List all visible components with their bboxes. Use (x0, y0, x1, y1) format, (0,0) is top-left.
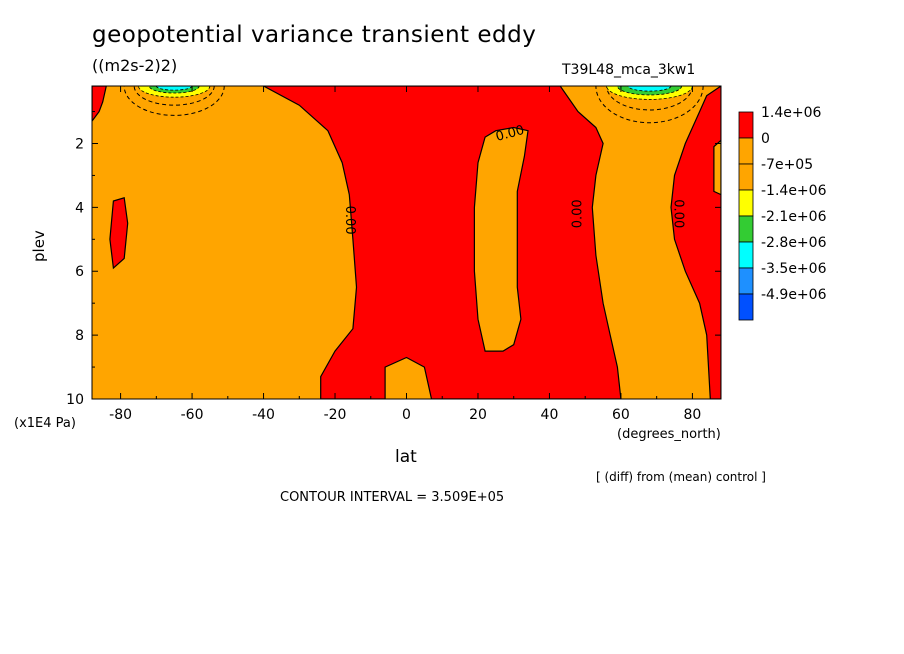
colorbar-swatch-1 (738, 137, 754, 165)
positive-corner-west (92, 86, 107, 123)
y-tick-label-2: 6 (75, 264, 84, 280)
colorbar-swatch-6 (738, 267, 754, 295)
y-tick-label-1: 4 (75, 200, 84, 216)
contour-label-3: 0.00 (671, 199, 686, 228)
negative-notch-east (713, 139, 721, 196)
y-axis-units: (x1E4 Pa) (14, 416, 76, 431)
contour-label-0: 0.00 (494, 123, 526, 145)
minimum-core-northern-contour-outer (595, 86, 704, 124)
positive-region-central (263, 86, 622, 399)
colorbar-swatch-2 (738, 163, 754, 191)
negative-island-center (473, 126, 529, 352)
x-tick-label-4: 0 (402, 407, 411, 423)
positive-blob-west (109, 197, 129, 270)
colorbar-swatch-5 (738, 241, 754, 269)
positive-region-east (670, 86, 721, 399)
diff-note: [ (diff) from (mean) control ] (596, 470, 766, 484)
colorbar-swatch-4 (738, 215, 754, 243)
x-tick-label-8: 80 (683, 407, 701, 423)
x-tick-label-1: -60 (181, 407, 204, 423)
minimum-core-northern-layer-2 (627, 86, 672, 92)
colorbar-label-4: -2.1e+06 (761, 209, 827, 225)
colorbar-label-6: -3.5e+06 (761, 261, 827, 277)
contour-label-2: 0.00 (571, 199, 586, 228)
minimum-core-southern-contour-outer (123, 86, 225, 116)
contour-label-1: 0.00 (342, 206, 357, 235)
y-tick-label-4: 10 (66, 392, 84, 408)
y-tick-label-0: 2 (75, 136, 84, 152)
colorbar-swatch-0 (738, 111, 754, 139)
x-tick-label-5: 20 (469, 407, 487, 423)
colorbar-label-7: -4.9e+06 (761, 287, 827, 303)
chart-title: geopotential variance transient eddy (92, 22, 537, 48)
x-tick-label-0: -80 (109, 407, 132, 423)
contour-interval: CONTOUR INTERVAL = 3.509E+05 (280, 490, 505, 505)
plot-area: 0.00 0.00 0.00 0.00 (92, 86, 721, 399)
x-tick-label-2: -40 (252, 407, 275, 423)
x-axis-label: lat (395, 447, 417, 467)
x-axis-units: (degrees_north) (617, 427, 721, 442)
x-tick-label-7: 60 (612, 407, 630, 423)
colorbar-swatch-3 (738, 189, 754, 217)
colorbar-label-0: 1.4e+06 (761, 105, 822, 121)
x-tick-label-6: 40 (541, 407, 559, 423)
x-tick-label-3: -20 (324, 407, 347, 423)
chart-units: ((m2s-2)2) (92, 56, 178, 75)
colorbar-label-3: -1.4e+06 (761, 183, 827, 199)
colorbar-label-1: 0 (761, 131, 770, 147)
colorbar-label-5: -2.8e+06 (761, 235, 827, 251)
run-id: T39L48_mca_3kw1 (562, 62, 696, 78)
colorbar-label-2: -7e+05 (761, 157, 813, 173)
colorbar-swatch-7 (738, 293, 754, 321)
y-tick-label-3: 8 (75, 328, 84, 344)
